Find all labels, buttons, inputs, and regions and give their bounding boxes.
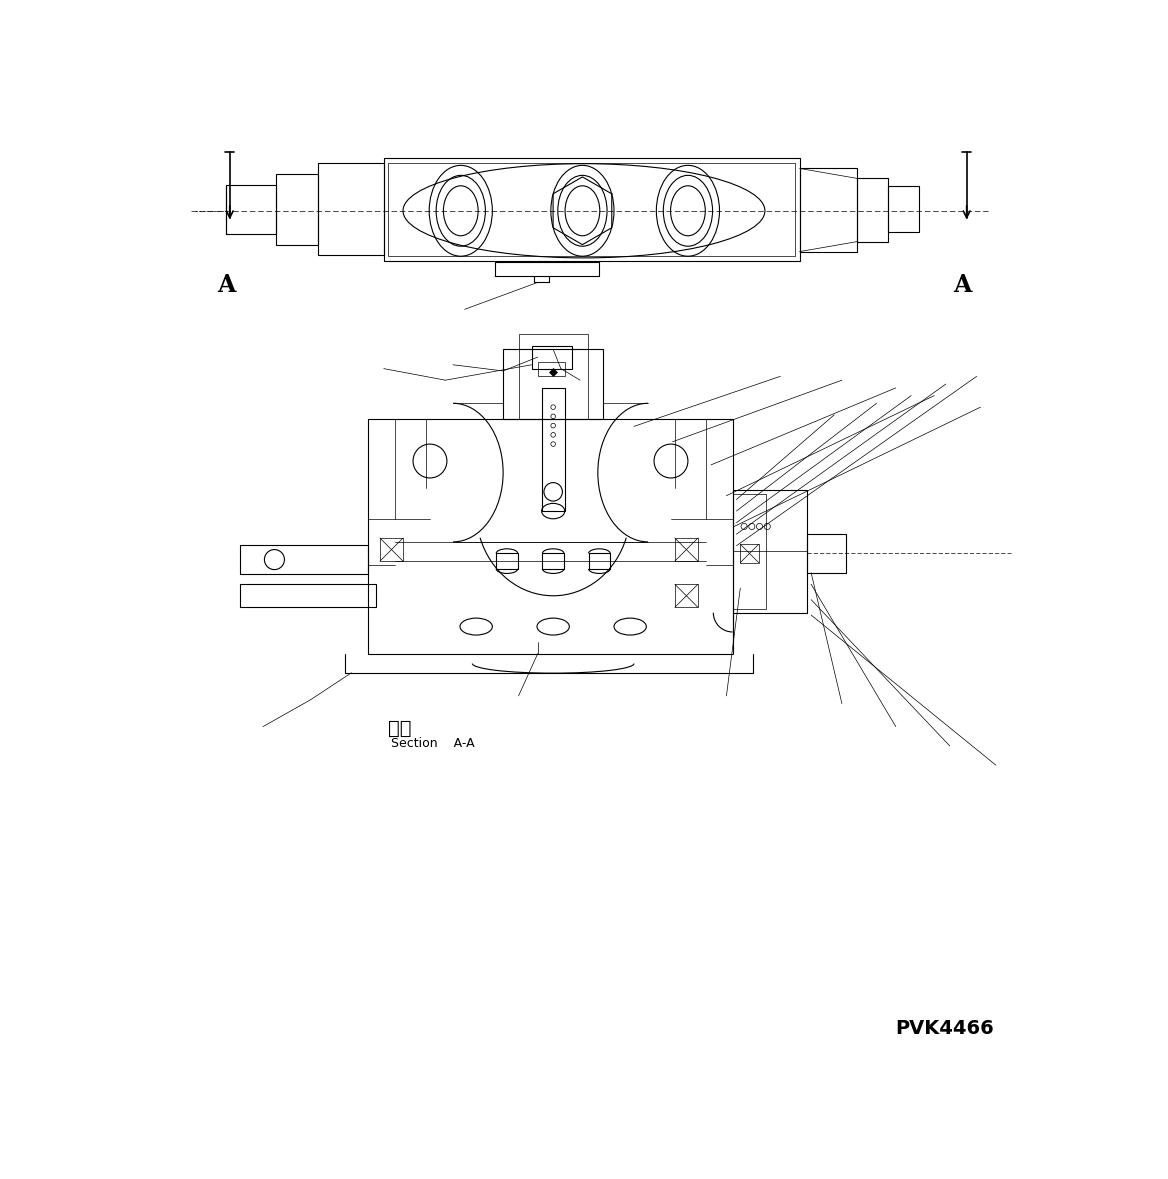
Bar [888,186,919,232]
Bar [675,538,698,561]
Bar [368,419,732,653]
Bar [389,163,795,256]
Bar [589,553,610,568]
Bar [675,585,698,607]
Bar [542,553,564,568]
Bar [531,345,571,369]
Text: A: A [217,272,235,297]
Bar [384,158,800,261]
Bar [225,185,276,233]
Text: PVK4466: PVK4466 [896,1019,994,1038]
Bar [380,538,403,561]
Bar [857,178,888,242]
Bar [732,494,766,608]
Bar [319,163,384,256]
Bar [276,173,319,245]
Bar [741,545,759,562]
Bar [503,349,603,419]
Bar [732,490,807,613]
Bar [239,545,368,574]
Bar [239,585,376,607]
Bar [537,362,565,376]
Bar [800,169,857,251]
Bar [519,334,588,419]
Text: 断面: 断面 [388,719,411,738]
Text: A: A [953,272,972,297]
Bar [807,534,846,573]
Bar [496,553,517,568]
Text: Section    A-A: Section A-A [391,737,475,750]
Bar [542,388,564,511]
